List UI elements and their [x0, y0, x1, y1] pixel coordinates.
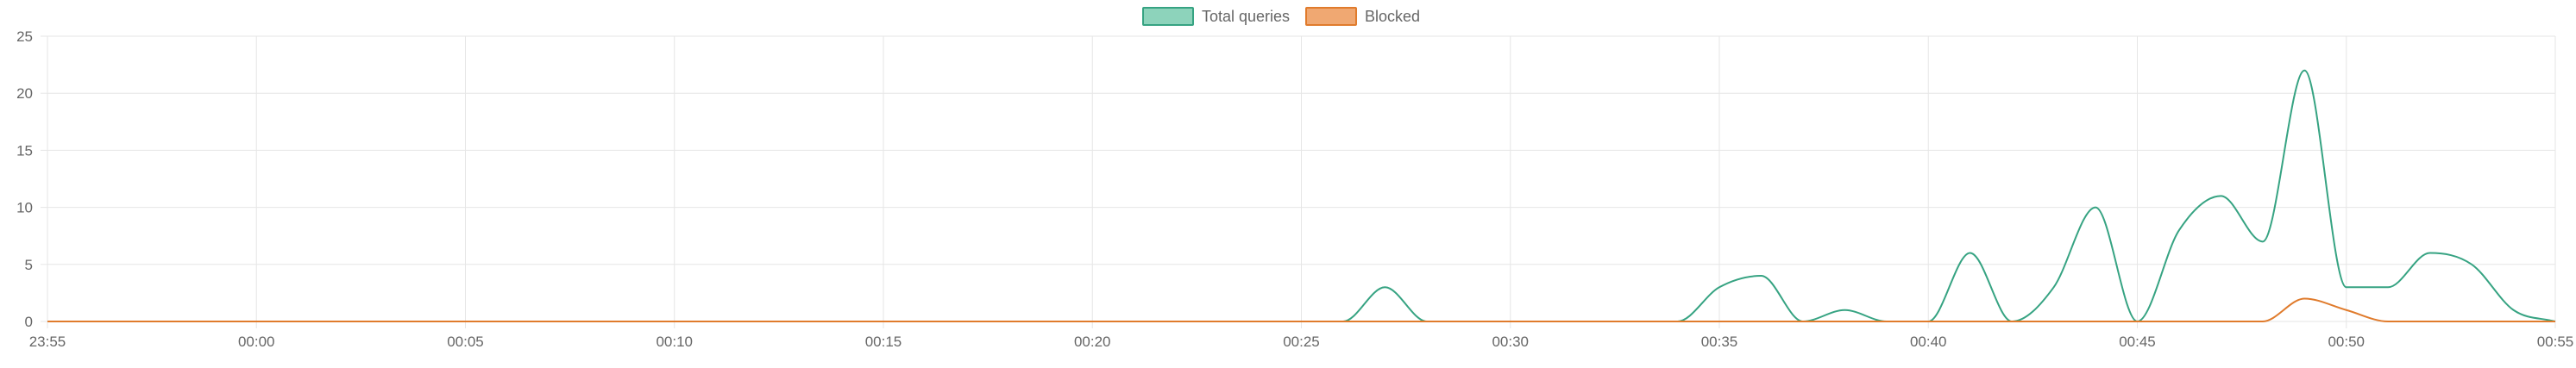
series-line-blocked[interactable] — [47, 297, 2555, 322]
x-tick-label: 00:10 — [656, 334, 693, 350]
y-tick-label: 5 — [25, 257, 33, 273]
legend-label-blocked: Blocked — [1365, 8, 1420, 25]
legend-swatch-total-queries — [1142, 7, 1194, 26]
chart-legend: Total queries Blocked — [1142, 7, 1420, 26]
x-tick-label: 00:45 — [2119, 334, 2156, 350]
legend-label-total-queries: Total queries — [1202, 8, 1290, 25]
x-tick-label: 23:55 — [29, 334, 66, 350]
y-tick-label: 10 — [16, 200, 33, 216]
x-tick-label: 00:15 — [865, 334, 902, 350]
x-tick-label: 00:40 — [1910, 334, 1947, 350]
x-tick-label: 00:25 — [1283, 334, 1320, 350]
legend-item-total-queries[interactable]: Total queries — [1142, 7, 1290, 26]
y-tick-label: 15 — [16, 142, 33, 159]
y-axis-ticks: 0 5 10 15 20 25 — [16, 28, 33, 330]
x-tick-label: 00:55 — [2537, 334, 2574, 350]
x-tick-label: 00:50 — [2328, 334, 2365, 350]
x-axis-ticks: 23:55 00:00 00:05 00:10 00:15 00:20 00:25 00:30… — [29, 334, 2574, 350]
y-tick-label: 0 — [25, 314, 33, 330]
series-blocked — [47, 297, 2555, 322]
x-tick-label: 00:35 — [1701, 334, 1738, 350]
x-tick-label: 00:20 — [1074, 334, 1111, 350]
x-tick-label: 00:30 — [1492, 334, 1529, 350]
chart-grid — [41, 35, 2556, 328]
legend-swatch-blocked — [1305, 7, 1357, 26]
legend-item-blocked[interactable]: Blocked — [1305, 7, 1420, 26]
y-tick-label: 20 — [16, 85, 33, 102]
x-tick-label: 00:05 — [447, 334, 484, 350]
chart-series — [47, 69, 2556, 322]
x-tick-label: 00:00 — [238, 334, 275, 350]
y-tick-label: 25 — [16, 28, 33, 45]
